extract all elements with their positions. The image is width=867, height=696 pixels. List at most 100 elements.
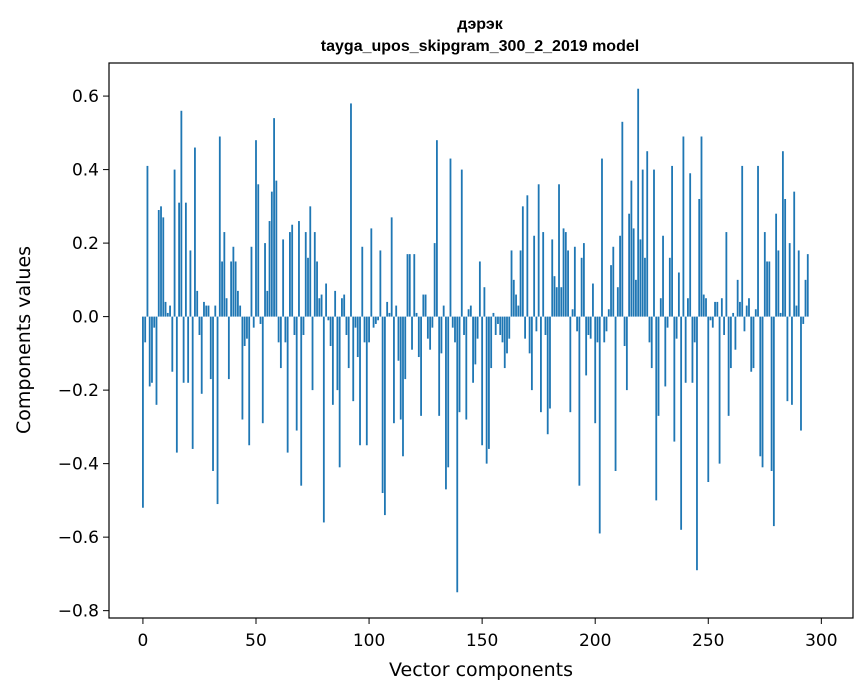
bar-71 bbox=[302, 316, 305, 335]
bar-163 bbox=[510, 250, 513, 317]
bar-277 bbox=[768, 261, 771, 317]
bar-123 bbox=[420, 316, 422, 416]
bar-227 bbox=[655, 316, 658, 501]
bar-179 bbox=[546, 316, 549, 435]
bar-73 bbox=[307, 257, 309, 317]
bar-124 bbox=[422, 294, 425, 317]
bar-34 bbox=[218, 136, 221, 317]
bar-255 bbox=[718, 316, 721, 464]
bar-93 bbox=[352, 316, 355, 402]
bar-110 bbox=[390, 217, 393, 317]
bar-83 bbox=[329, 316, 332, 347]
bar-135 bbox=[447, 316, 450, 468]
bar-86 bbox=[336, 316, 339, 391]
bar-41 bbox=[234, 261, 237, 317]
bar-141 bbox=[460, 169, 463, 317]
bar-182 bbox=[553, 276, 556, 317]
bar-235 bbox=[673, 316, 676, 442]
bar-256 bbox=[720, 298, 723, 317]
bar-226 bbox=[653, 169, 655, 317]
bar-221 bbox=[641, 169, 644, 317]
bar-211 bbox=[619, 235, 621, 317]
bar-236 bbox=[675, 316, 678, 339]
bar-53 bbox=[261, 316, 264, 424]
bar-183 bbox=[555, 287, 558, 317]
bar-69 bbox=[298, 221, 300, 317]
bar-3 bbox=[148, 316, 151, 387]
bar-222 bbox=[644, 257, 646, 317]
bar-185 bbox=[560, 287, 563, 317]
bar-45 bbox=[243, 316, 246, 347]
bar-244 bbox=[693, 316, 696, 343]
bar-11 bbox=[166, 312, 169, 317]
bar-103 bbox=[374, 316, 377, 324]
bar-126 bbox=[426, 316, 429, 339]
bar-196 bbox=[585, 316, 588, 376]
bar-212 bbox=[621, 121, 624, 317]
bar-242 bbox=[689, 173, 692, 317]
bar-88 bbox=[341, 298, 343, 317]
bar-81 bbox=[325, 283, 327, 317]
bar-229 bbox=[659, 298, 662, 317]
bar-170 bbox=[526, 195, 529, 317]
bar-169 bbox=[524, 316, 526, 339]
bar-115 bbox=[402, 316, 404, 457]
bar-101 bbox=[370, 228, 373, 317]
bar-31 bbox=[212, 316, 214, 471]
bar-285 bbox=[786, 316, 789, 402]
bar-61 bbox=[279, 316, 282, 369]
bar-177 bbox=[542, 232, 545, 317]
bar-246 bbox=[698, 198, 701, 317]
bar-197 bbox=[587, 316, 590, 335]
bar-60 bbox=[277, 316, 280, 343]
bar-82 bbox=[327, 316, 330, 321]
bar-280 bbox=[775, 213, 778, 317]
bar-293 bbox=[804, 279, 807, 317]
bar-54 bbox=[264, 243, 266, 317]
bar-119 bbox=[411, 316, 413, 350]
bar-291 bbox=[800, 316, 802, 431]
bar-288 bbox=[793, 191, 796, 317]
bar-251 bbox=[709, 316, 712, 321]
bar-152 bbox=[485, 316, 488, 464]
bar-159 bbox=[501, 316, 504, 343]
bar-17 bbox=[180, 110, 183, 317]
bar-272 bbox=[757, 165, 759, 317]
bar-121 bbox=[415, 312, 418, 317]
x-axis: 0 50 100 150 200 250 300 bbox=[138, 618, 838, 651]
bar-70 bbox=[300, 316, 303, 486]
bar-112 bbox=[395, 305, 398, 317]
bar-200 bbox=[594, 316, 597, 424]
bar-114 bbox=[399, 316, 402, 420]
bar-9 bbox=[162, 217, 165, 317]
bar-194 bbox=[580, 257, 583, 317]
bar-65 bbox=[289, 232, 291, 317]
bar-218 bbox=[635, 279, 637, 317]
bar-63 bbox=[284, 316, 287, 343]
bar-36 bbox=[223, 232, 226, 317]
bar-267 bbox=[745, 305, 748, 317]
bar-165 bbox=[515, 294, 517, 317]
bar-202 bbox=[598, 316, 601, 534]
bar-150 bbox=[481, 316, 484, 446]
bar-44 bbox=[241, 316, 244, 420]
bar-294 bbox=[806, 254, 809, 317]
bar-210 bbox=[616, 287, 619, 317]
bar-42 bbox=[237, 290, 239, 317]
bar-91 bbox=[347, 316, 350, 369]
bar-134 bbox=[445, 316, 447, 490]
bar-154 bbox=[490, 316, 493, 369]
bar-292 bbox=[802, 316, 805, 324]
bar-10 bbox=[164, 301, 167, 317]
bar-94 bbox=[354, 316, 357, 328]
bar-144 bbox=[467, 309, 470, 317]
x-tick-label: 50 bbox=[245, 631, 267, 651]
bar-58 bbox=[273, 118, 275, 317]
bar-74 bbox=[309, 206, 312, 317]
bar-239 bbox=[682, 136, 685, 317]
bar-206 bbox=[607, 309, 610, 317]
bar-263 bbox=[736, 279, 739, 317]
bar-55 bbox=[266, 290, 269, 317]
bar-1 bbox=[144, 316, 147, 343]
y-axis: −0.8 −0.6 −0.4 −0.2 0.0 0.2 0.4 0.6 bbox=[58, 87, 109, 622]
